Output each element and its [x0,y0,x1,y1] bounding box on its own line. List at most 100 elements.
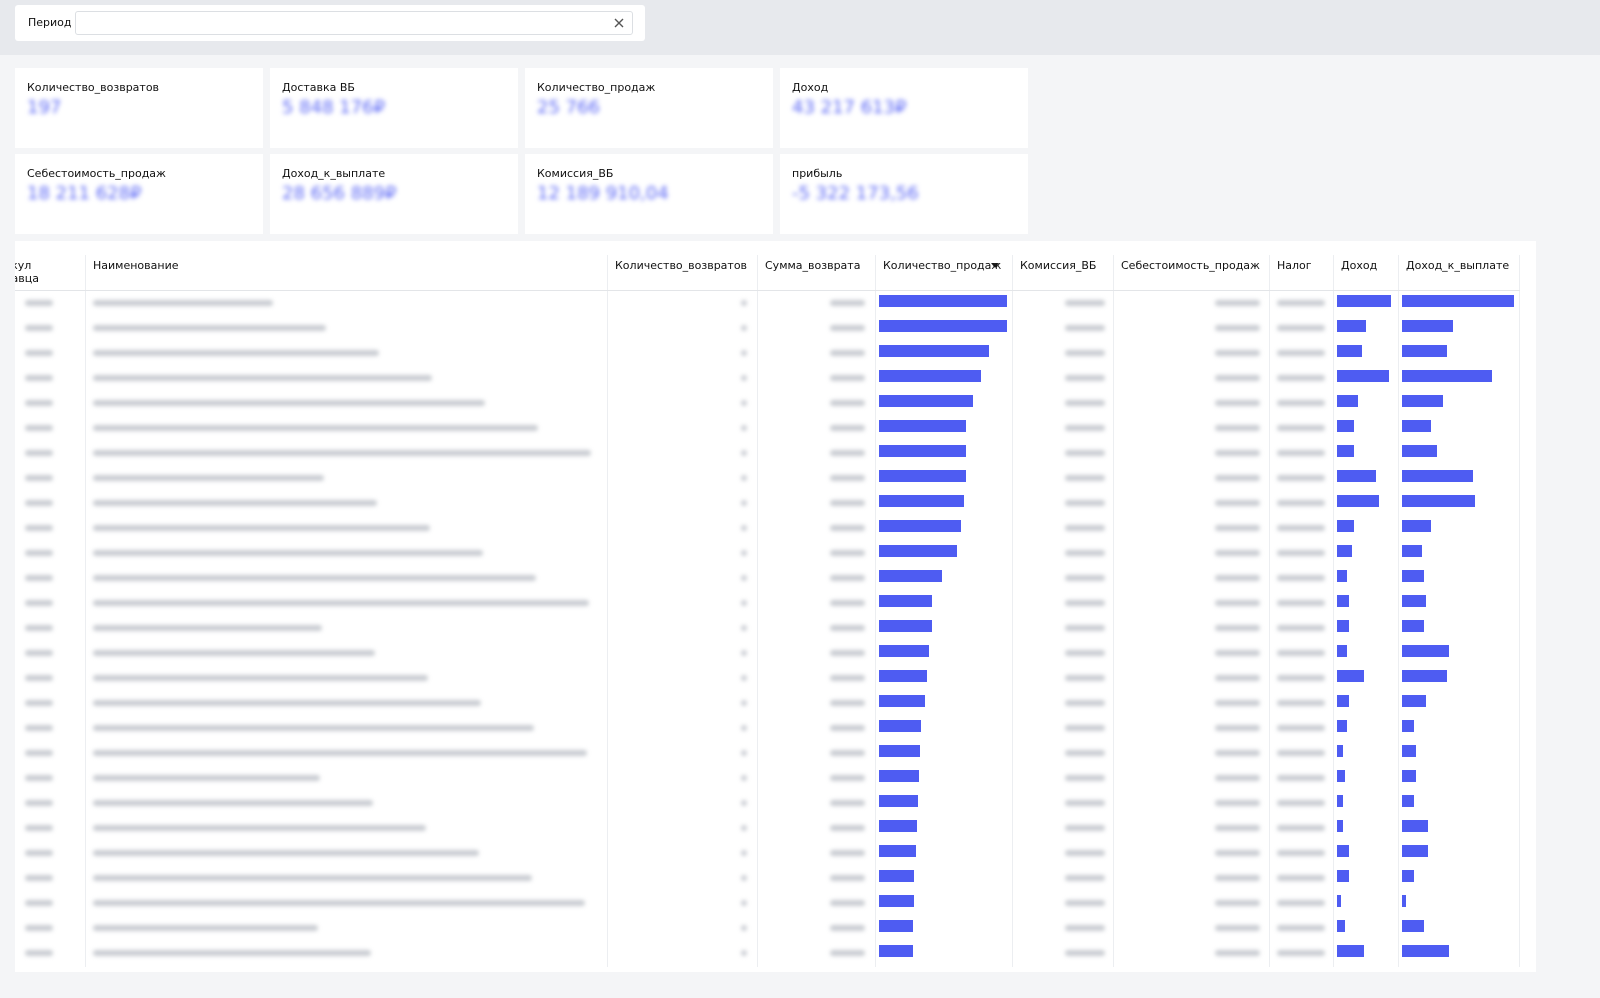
blurred-cell [1065,875,1105,881]
column-header[interactable]: Количество_продаж [883,259,1002,272]
column-header[interactable]: Сумма_возврата [765,259,861,272]
blurred-cell [1215,550,1260,556]
blurred-cell [830,900,865,906]
blurred-cell [741,575,747,581]
kpi-value: 5 848 176₽ [282,97,386,118]
blurred-cell [1065,675,1105,681]
blurred-cell [830,950,865,956]
blurred-cell [1065,425,1105,431]
blurred-cell [25,675,53,681]
blurred-cell [93,650,375,656]
blurred-cell [1065,900,1105,906]
blurred-cell [1277,550,1325,556]
blurred-cell [830,575,865,581]
table-bar [879,295,1007,307]
blurred-cell [25,650,53,656]
column-header[interactable]: Артикул продавца [15,259,39,285]
table-bar [1402,895,1407,907]
blurred-cell [1215,475,1260,481]
blurred-cell [830,350,865,356]
table-bar [879,520,961,532]
table-bar [1402,345,1447,357]
blurred-cell [25,925,53,931]
table-bar [1337,320,1367,332]
column-header[interactable]: Наименование [93,259,179,272]
blurred-cell [1277,775,1325,781]
blurred-cell [741,550,747,556]
table-bar [1337,570,1348,582]
blurred-cell [1277,950,1325,956]
table-bar [1402,595,1427,607]
column-header[interactable]: Себестоимость_продаж [1121,259,1260,272]
kpi-card: Доход 43 217 613₽ [780,68,1028,148]
blurred-cell [830,875,865,881]
blurred-cell [1277,825,1325,831]
period-input[interactable] [75,11,633,35]
column-divider [85,255,86,967]
clear-icon[interactable] [612,16,626,30]
blurred-cell [93,300,273,306]
blurred-cell [830,625,865,631]
blurred-cell [1277,850,1325,856]
blurred-cell [741,475,747,481]
blurred-cell [25,625,53,631]
table-bar [1402,495,1476,507]
blurred-cell [1277,500,1325,506]
blurred-cell [830,800,865,806]
table-bar [1402,445,1437,457]
table-bar [879,570,942,582]
blurred-cell [25,400,53,406]
column-header[interactable]: Комиссия_ВБ [1020,259,1097,272]
table-bar [1337,895,1342,907]
table-bar [879,345,989,357]
column-divider [1519,255,1520,967]
table-bar [1337,670,1364,682]
kpi-value: 28 656 889₽ [282,183,397,204]
table-bar [1402,370,1492,382]
blurred-cell [1065,925,1105,931]
blurred-cell [1065,950,1105,956]
table-bar [879,945,913,957]
blurred-cell [1215,300,1260,306]
blurred-cell [1215,700,1260,706]
column-divider [875,255,876,967]
blurred-cell [25,300,53,306]
filter-label: Период [28,16,72,29]
column-header[interactable]: Доход_к_выплате [1406,259,1510,272]
column-header[interactable]: Количество_возвратов [615,259,748,272]
kpi-value: 43 217 613₽ [792,97,907,118]
blurred-cell [1065,550,1105,556]
table-bar [879,745,920,757]
table-bar [1337,920,1346,932]
blurred-cell [93,375,432,381]
blurred-cell [25,525,53,531]
table-bar [1402,945,1449,957]
blurred-cell [1277,475,1325,481]
blurred-cell [93,625,322,631]
blurred-cell [25,850,53,856]
blurred-cell [93,925,318,931]
blurred-cell [741,825,747,831]
table-bar [1402,720,1415,732]
table-bar [879,420,966,432]
table-bar [1337,595,1350,607]
kpi-label: Доставка ВБ [282,81,355,94]
table-bar [879,495,964,507]
blurred-cell [25,775,53,781]
kpi-card: Количество_возвратов 197 [15,68,263,148]
sort-icon[interactable] [991,263,999,269]
blurred-cell [741,325,747,331]
table-bar [1337,745,1344,757]
table-bar [879,620,932,632]
blurred-cell [1277,725,1325,731]
column-header[interactable]: Доход [1341,259,1378,272]
blurred-cell [741,375,747,381]
table-bar [1337,845,1350,857]
blurred-cell [25,725,53,731]
table-bar [879,320,1007,332]
blurred-cell [830,500,865,506]
kpi-card: Количество_продаж 25 766 [525,68,773,148]
blurred-cell [741,400,747,406]
column-divider [1113,255,1114,967]
column-header[interactable]: Налог [1277,259,1312,272]
